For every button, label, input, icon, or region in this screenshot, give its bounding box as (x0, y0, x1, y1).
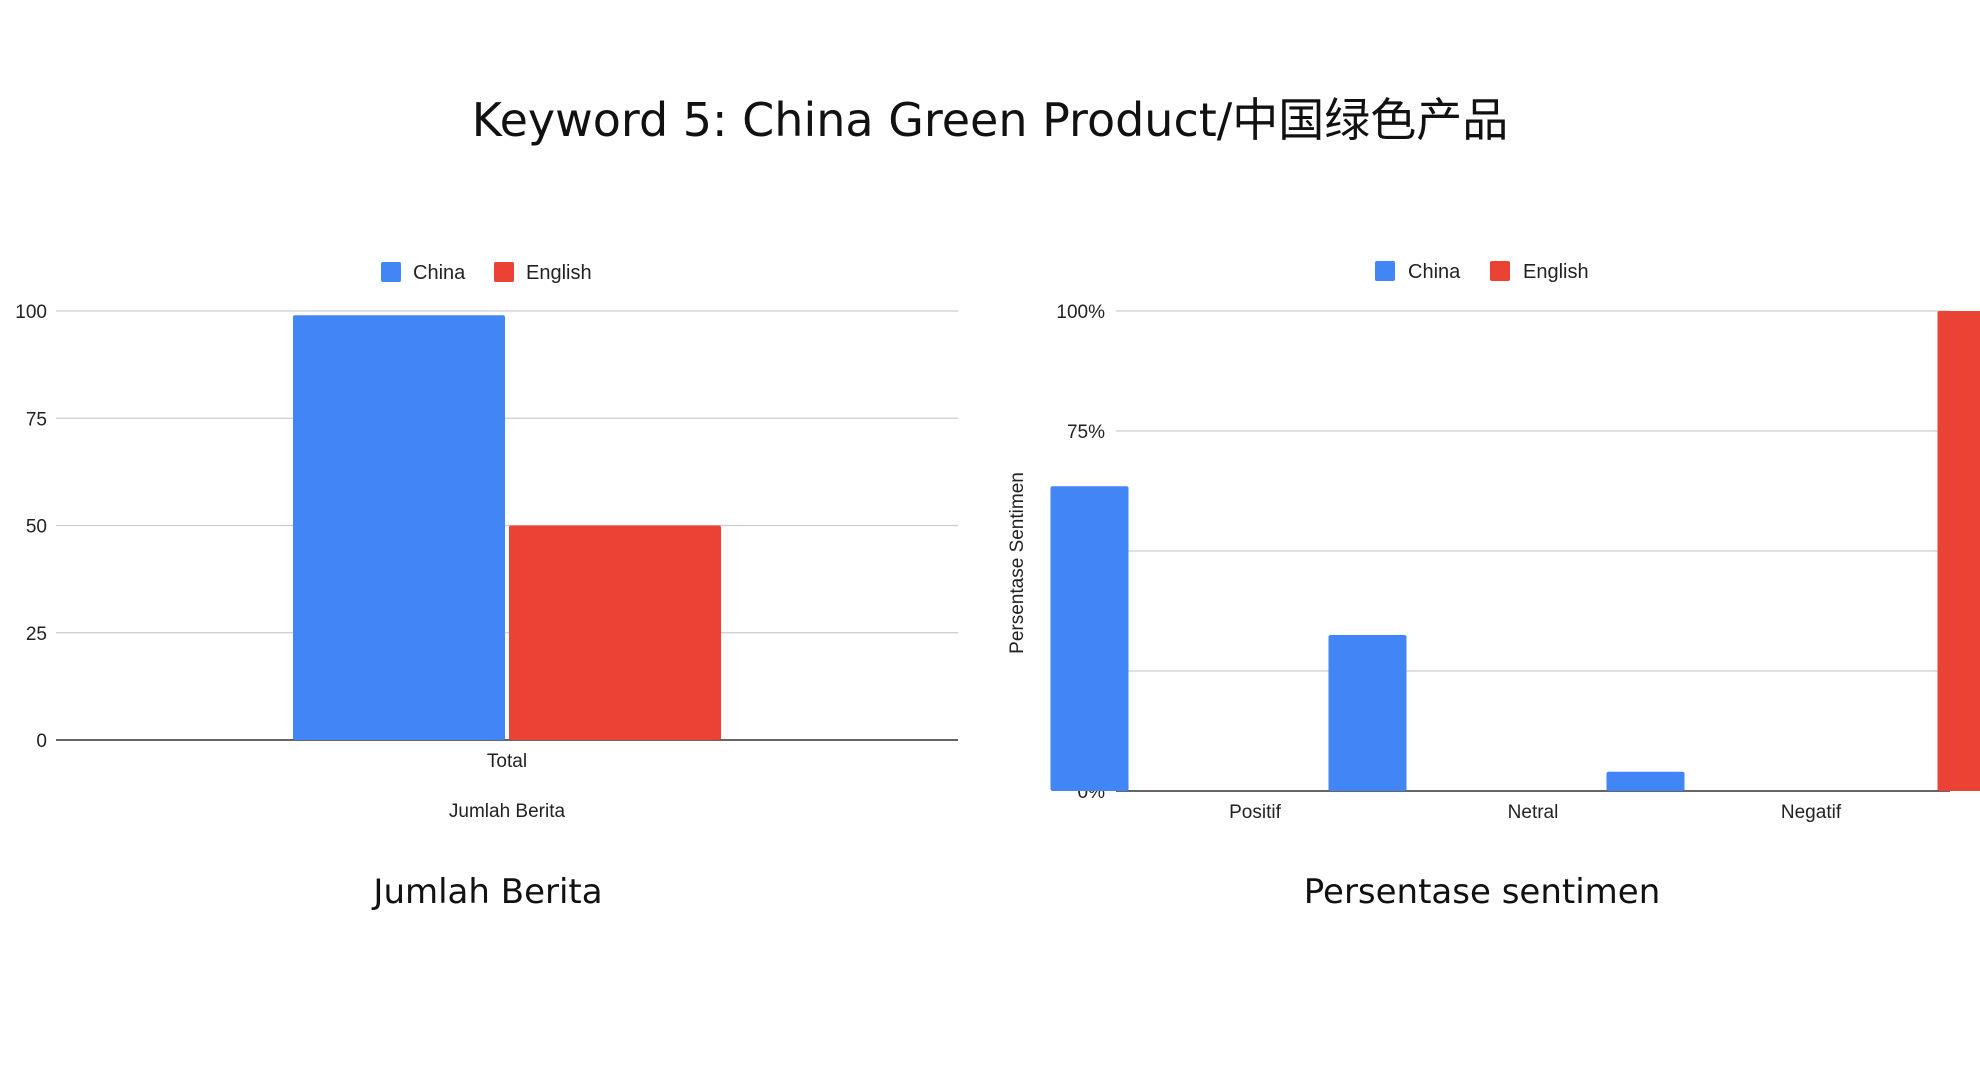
y-tick-label: 75 (26, 409, 47, 430)
x-tick-label: Positif (1229, 802, 1281, 823)
legend-swatch-china (381, 262, 401, 282)
y-tick-label: 0 (36, 731, 47, 752)
y-tick-labels: 0 25 50 75 100 (15, 302, 47, 752)
gridlines (56, 310, 958, 741)
x-axis-label: Jumlah Berita (449, 801, 566, 822)
legend-label-english: English (1523, 261, 1589, 283)
caption-right: Persentase sentimen (1303, 872, 1661, 912)
bar-china-negatif (1606, 771, 1685, 791)
legend-label-china: China (413, 262, 466, 284)
page-title: Keyword 5: China Green Product/中国绿色产品 (471, 93, 1509, 147)
legend-swatch-china (1375, 261, 1395, 281)
legend-label-china: China (1408, 261, 1461, 283)
y-tick-label: 75% (1067, 422, 1105, 443)
y-tick-label: 100% (1056, 302, 1105, 323)
bars (293, 315, 721, 740)
legend-swatch-english (1490, 261, 1510, 281)
x-tick-labels: Positif Netral Negatif (1229, 802, 1842, 823)
bar-english-total (509, 525, 721, 740)
y-tick-label: 100 (15, 302, 47, 323)
legend: China English (381, 262, 592, 284)
bar-english-negatif (1937, 311, 1980, 791)
x-tick-label: Netral (1508, 802, 1559, 823)
chart-jumlah-berita: China English 0 25 50 75 100 Total Jumlah Be… (15, 262, 958, 822)
bars (1050, 311, 1980, 791)
legend-label-english: English (526, 262, 592, 284)
bar-china-total (293, 315, 505, 740)
y-axis-label: Persentase Sentimen (1007, 472, 1028, 654)
y-tick-label: 50 (26, 517, 47, 538)
chart-persentase-sentimen: China English Persentase Sentimen 0%25%5… (1007, 261, 1980, 823)
y-tick-label: 25 (26, 624, 47, 645)
caption-left: Jumlah Berita (373, 872, 603, 912)
bar-china-netral (1328, 635, 1407, 791)
x-tick-label: Negatif (1781, 802, 1842, 823)
x-tick-labels: Total (487, 751, 527, 772)
bar-china-positif (1050, 486, 1129, 791)
legend-swatch-english (494, 262, 514, 282)
legend: China English (1375, 261, 1589, 283)
x-tick-label: Total (487, 751, 527, 772)
gridlines (1116, 310, 1950, 792)
